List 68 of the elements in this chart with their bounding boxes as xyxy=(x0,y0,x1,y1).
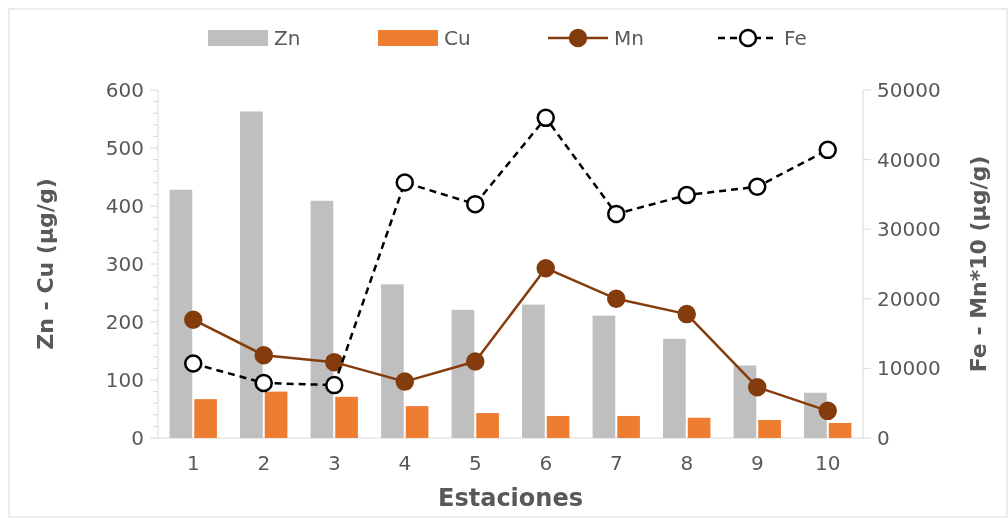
point xyxy=(748,177,767,196)
legend-label: Cu xyxy=(444,26,471,50)
y-tick-label: 200 xyxy=(105,310,144,334)
bar xyxy=(169,189,193,438)
legend-label: Fe xyxy=(784,26,807,50)
point xyxy=(254,345,273,365)
y2-tick-label: 50000 xyxy=(877,78,941,102)
x-tick-label: 6 xyxy=(539,451,553,475)
y-tick-label: 600 xyxy=(105,78,144,102)
point xyxy=(818,140,837,160)
bar xyxy=(758,420,781,438)
point xyxy=(748,377,767,397)
y2-tick-label: 0 xyxy=(877,426,890,450)
bar xyxy=(405,406,429,438)
point xyxy=(607,204,626,224)
legend-label: Mn xyxy=(614,26,644,50)
legend-label: Zn xyxy=(274,26,301,50)
x-tick-label: 10 xyxy=(815,451,841,475)
bar xyxy=(476,413,499,438)
y-tick-label: 0 xyxy=(131,426,144,450)
point xyxy=(184,310,203,329)
point xyxy=(325,375,344,395)
bar xyxy=(546,415,570,438)
bar xyxy=(310,200,334,438)
point xyxy=(677,185,696,205)
x-tick-label: 8 xyxy=(680,451,694,475)
x-axis-title: Estaciones xyxy=(438,484,583,512)
bar xyxy=(687,417,711,438)
y2-tick-label: 40000 xyxy=(877,147,941,172)
point xyxy=(536,108,555,128)
bar xyxy=(451,309,475,438)
bar xyxy=(828,422,852,438)
point xyxy=(325,352,344,372)
y2-axis-title: Fe - Mn*10 (µg/g) xyxy=(966,155,991,373)
point xyxy=(395,173,414,192)
bar xyxy=(264,391,288,438)
point xyxy=(466,352,485,371)
x-tick-label: 2 xyxy=(257,451,271,475)
x-tick-label: 4 xyxy=(398,451,412,475)
x-tick-label: 1 xyxy=(186,451,200,475)
y2-tick-label: 20000 xyxy=(877,286,941,311)
bar xyxy=(381,284,404,438)
y2-tick-label: 10000 xyxy=(877,356,941,381)
bar xyxy=(522,304,545,438)
point xyxy=(466,194,485,214)
bar xyxy=(663,338,686,438)
point xyxy=(184,354,203,373)
y2-tick-label: 30000 xyxy=(877,217,941,242)
x-tick-label: 5 xyxy=(468,451,482,475)
y-tick-label: 500 xyxy=(105,136,144,160)
x-tick-label: 7 xyxy=(609,451,623,475)
point xyxy=(607,289,626,309)
point xyxy=(677,304,696,324)
bar xyxy=(592,315,616,438)
point xyxy=(395,372,414,391)
point xyxy=(536,258,555,278)
x-tick-label: 9 xyxy=(750,451,764,475)
point xyxy=(254,373,273,393)
bar xyxy=(240,111,263,438)
y-tick-label: 100 xyxy=(105,368,144,392)
point xyxy=(818,401,837,421)
y-axis-title: Zn - Cu (µg/g) xyxy=(33,178,58,350)
y-tick-label: 300 xyxy=(105,252,144,276)
bar xyxy=(617,415,640,438)
y-tick-label: 400 xyxy=(105,194,144,218)
bar xyxy=(335,396,358,438)
x-tick-label: 3 xyxy=(327,451,341,475)
bar xyxy=(194,399,217,438)
